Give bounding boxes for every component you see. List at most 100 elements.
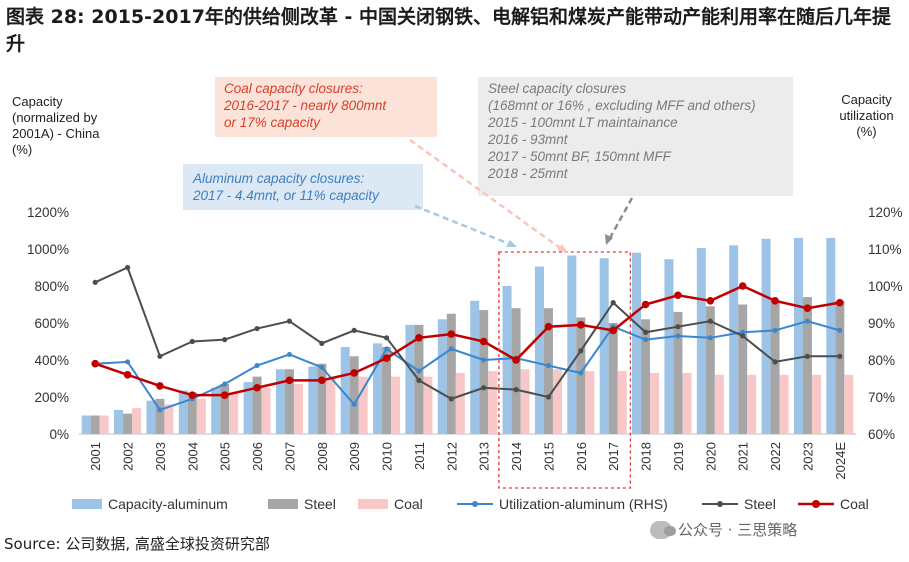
legend-item-steel-bar: Steel (268, 496, 336, 512)
legend-label: Coal (840, 496, 869, 512)
line-coal-point (803, 304, 812, 313)
y-right-tick-label: 60% (868, 427, 895, 442)
line-utilization-aluminum-point (384, 346, 390, 352)
coal-annotation-arrow (409, 138, 564, 252)
bar-capacity-aluminum (211, 387, 221, 434)
y-left-tick-label: 0% (49, 427, 69, 442)
line-steel-point (319, 340, 325, 346)
line-coal-point (156, 382, 164, 390)
legend-label: Steel (304, 496, 336, 512)
chart-legend: Capacity-aluminum Steel Coal Utilization… (72, 496, 902, 516)
x-tick-label: 2015 (541, 442, 556, 471)
bar-steel (641, 319, 651, 434)
bar-coal (391, 376, 401, 434)
line-utilization-aluminum-point (448, 346, 454, 352)
x-tick-label: 2012 (444, 442, 459, 471)
line-utilization-aluminum-point (254, 363, 260, 369)
x-tick-label: 2004 (185, 442, 200, 471)
bar-steel (802, 297, 812, 434)
line-steel-point (837, 353, 843, 359)
line-coal-point (447, 330, 456, 338)
line-coal-point (738, 282, 747, 290)
right-axis-title: Capacity utilization (%) (829, 92, 904, 140)
legend-line-marker (457, 501, 493, 507)
line-utilization-aluminum-point (286, 351, 292, 357)
bar-steel (608, 323, 618, 434)
line-steel-point (383, 335, 390, 341)
legend-label: Coal (394, 496, 423, 512)
x-tick-label: 2010 (380, 442, 395, 471)
line-utilization-aluminum-point (125, 359, 131, 365)
bar-steel (155, 398, 165, 434)
y-left-tick-label: 800% (34, 279, 69, 294)
bar-capacity-aluminum (761, 238, 771, 434)
line-steel-point (610, 300, 616, 306)
legend-item-coal-line: Coal (798, 496, 869, 512)
line-coal-point (577, 321, 585, 329)
line-steel-point (642, 329, 649, 335)
line-steel-point (675, 324, 681, 330)
wechat-icon (650, 520, 676, 539)
line-coal-point (123, 371, 132, 379)
annotation-line: 2015 - 100mnt LT maintainance (488, 115, 678, 130)
line-utilization-aluminum-point (740, 329, 746, 335)
bar-capacity-aluminum (599, 258, 609, 434)
highlight-box-2014-2017 (498, 251, 632, 489)
line-coal (94, 284, 841, 397)
bar-steel (123, 413, 133, 434)
steel-closure-annotation: Steel capacity closures (168mnt or 16% ,… (478, 77, 793, 196)
annotation-line: 2017 - 50mnt BF, 150mnt MFF (488, 149, 671, 164)
bar-capacity-aluminum (826, 237, 836, 434)
line-coal-point (220, 391, 229, 399)
x-tick-label: 2011 (412, 442, 427, 470)
line-steel-point (513, 387, 519, 393)
bar-capacity-aluminum (81, 415, 91, 434)
line-utilization-aluminum-point (643, 337, 649, 343)
bar-capacity-aluminum (696, 248, 706, 434)
annotation-line: 2018 - 25mnt (488, 166, 568, 181)
line-utilization-aluminum (95, 320, 841, 412)
bar-capacity-aluminum (340, 347, 350, 434)
source-note: Source: 公司数据, 高盛全球投资研究部 (4, 535, 270, 553)
y-right-tick-label: 90% (868, 316, 895, 331)
y-left-tick-label: 200% (34, 390, 69, 405)
bar-steel (543, 308, 553, 434)
x-tick-label: 2021 (736, 442, 751, 471)
bar-capacity-aluminum (178, 390, 188, 434)
bar-capacity-aluminum (470, 300, 480, 434)
annotation-line: Coal capacity closures: (224, 81, 363, 96)
bar-coal (682, 372, 692, 434)
line-coal-point (836, 298, 844, 307)
x-tick-label: 2002 (121, 442, 136, 471)
bar-coal (747, 374, 757, 434)
x-tick-label: 2005 (218, 442, 233, 471)
bar-coal (617, 371, 627, 434)
x-tick-label: 2020 (703, 442, 718, 471)
bar-coal (261, 387, 271, 434)
bar-coal (552, 369, 562, 434)
x-tick-label: 2003 (153, 442, 168, 471)
left-axis-title-line: (%) (12, 142, 33, 157)
line-steel-point (157, 353, 163, 359)
y-left-tick-label: 400% (34, 353, 69, 368)
x-tick-label: 2023 (800, 442, 815, 471)
bar-capacity-aluminum (793, 237, 803, 434)
bar-steel (835, 300, 845, 434)
line-coal-point (512, 356, 520, 364)
legend-label: Steel (744, 496, 776, 512)
legend-swatch (72, 499, 102, 509)
y-left-tick-label: 1000% (27, 242, 69, 257)
line-steel-point (481, 385, 487, 391)
line-utilization-aluminum-point (675, 333, 681, 339)
x-tick-label: 2014 (509, 442, 524, 471)
bar-steel (770, 300, 780, 434)
line-utilization-aluminum-point (157, 407, 163, 413)
x-tick-label: 2016 (574, 442, 589, 471)
x-tick-label: 2008 (315, 442, 330, 471)
x-tick-label: 2006 (250, 442, 265, 471)
bar-steel (738, 304, 748, 434)
right-axis-title-line: (%) (856, 124, 877, 139)
steel-annotation-arrow (608, 197, 634, 239)
x-tick-label: 2007 (282, 442, 297, 471)
legend-item-utilization-aluminum: Utilization-aluminum (RHS) (457, 496, 668, 512)
